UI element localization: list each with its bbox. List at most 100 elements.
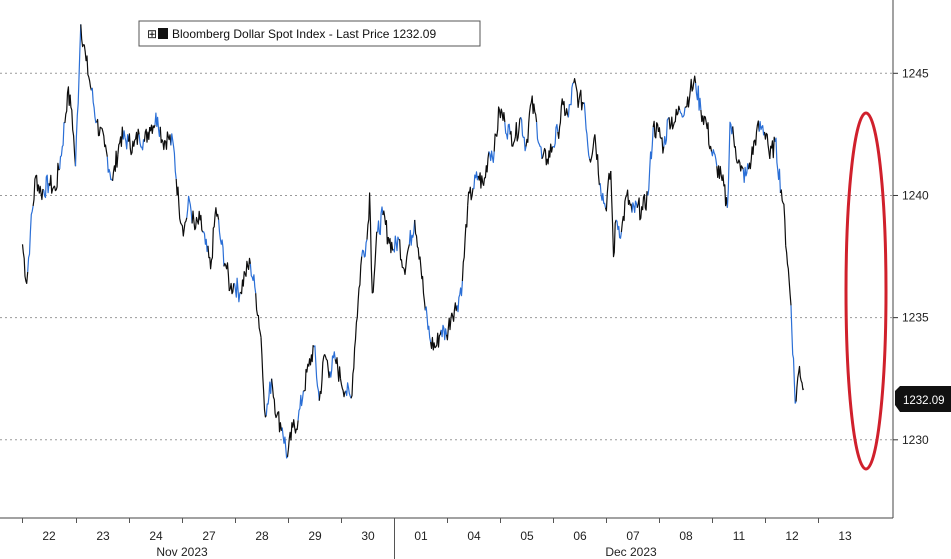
series-segment — [758, 121, 766, 136]
series-segment — [710, 149, 718, 167]
series-segment — [127, 133, 135, 156]
series-segment — [769, 136, 776, 159]
series-segment — [498, 108, 506, 123]
series-segment — [689, 75, 697, 92]
series-segment — [43, 174, 50, 199]
series-segment — [265, 378, 273, 416]
series-segment — [456, 280, 463, 313]
series-segment — [530, 95, 538, 123]
x-tick-label: 07 — [626, 529, 640, 543]
series-segment — [175, 178, 183, 225]
series-segment — [286, 422, 294, 457]
x-tick-label: 27 — [202, 529, 216, 543]
series-segment — [223, 262, 230, 292]
series-segment — [133, 128, 140, 147]
series-segment — [143, 127, 151, 143]
x-tick-label: 11 — [733, 529, 746, 543]
series-segment — [679, 107, 686, 118]
series-segment — [504, 122, 511, 140]
series-segment — [567, 82, 574, 118]
series-segment — [604, 170, 612, 212]
series-segment — [742, 163, 750, 183]
series-segment — [149, 124, 156, 134]
series-segment — [467, 186, 474, 206]
series-segment — [430, 336, 437, 351]
x-tick-label: 04 — [467, 529, 481, 543]
series-segment — [483, 151, 490, 186]
series-segment — [636, 197, 644, 221]
series-segment — [202, 231, 209, 253]
series-segment — [578, 89, 585, 111]
series-segment — [594, 134, 601, 186]
x-tick-label: 12 — [785, 529, 799, 543]
series-segment — [21, 244, 29, 284]
series-segment — [435, 329, 442, 348]
y-tick-label: 1230 — [902, 433, 929, 447]
series-segment — [642, 191, 649, 211]
series-segment — [80, 24, 87, 62]
series-segment — [737, 159, 744, 172]
series-segment — [414, 219, 421, 260]
series-segment — [350, 322, 357, 399]
series-segment — [748, 140, 755, 170]
series-segment — [445, 312, 453, 341]
series-segment — [583, 102, 591, 159]
series-segment — [170, 133, 177, 180]
y-tick-label: 1240 — [902, 188, 929, 202]
series-segment — [620, 195, 628, 233]
series-segment — [324, 354, 331, 379]
series-segment — [308, 345, 315, 367]
series-segment — [589, 134, 596, 163]
series-segment — [424, 306, 432, 343]
y-tick-label: 1245 — [902, 66, 929, 80]
series-segment — [398, 238, 405, 270]
series-segment — [753, 120, 760, 146]
series-segment — [763, 131, 771, 159]
series-segment — [557, 98, 564, 139]
y-tick-label: 1235 — [902, 311, 929, 325]
series-segment — [610, 170, 617, 258]
series-segment — [631, 200, 638, 213]
series-segment — [329, 351, 336, 378]
series-segment — [27, 205, 34, 272]
series-segment — [48, 174, 56, 194]
series-segment — [69, 94, 77, 167]
series-segment — [218, 219, 225, 267]
series-segment — [488, 150, 495, 163]
series-segment — [154, 112, 161, 137]
series-segment — [477, 172, 485, 189]
series-segment — [615, 219, 622, 239]
series-segment — [536, 122, 543, 159]
series-segment — [186, 195, 193, 224]
x-tick-label: 06 — [573, 529, 587, 543]
series-segment — [361, 239, 368, 258]
series-segment — [451, 302, 458, 322]
series-segment — [700, 109, 707, 126]
x-tick-label: 01 — [414, 529, 428, 543]
x-tick-label: 23 — [96, 529, 110, 543]
series-segment — [53, 162, 61, 192]
x-tick-label: 29 — [308, 529, 322, 543]
series-segment — [382, 210, 389, 245]
series-segment — [101, 128, 108, 157]
series-segment — [74, 24, 82, 167]
month-label: Dec 2023 — [605, 545, 657, 559]
series-segment — [626, 189, 633, 213]
series-segment — [32, 174, 39, 207]
series-segment — [239, 271, 246, 295]
series-segment — [228, 282, 235, 295]
x-tick-label: 22 — [42, 529, 56, 543]
series-segment — [90, 87, 97, 124]
series-segment — [726, 121, 734, 208]
legend: ⊞ Bloomberg Dollar Spot Index - Last Pri… — [138, 20, 481, 47]
x-tick-label: 05 — [520, 529, 534, 543]
series-segment — [334, 357, 342, 382]
series-segment — [472, 171, 479, 190]
series-segment — [371, 231, 378, 294]
series-segment — [387, 236, 394, 254]
series-segment — [249, 263, 257, 294]
series-segment — [562, 100, 569, 118]
series-segment — [59, 122, 66, 170]
series-segment — [106, 156, 114, 182]
series-segment — [419, 256, 426, 311]
